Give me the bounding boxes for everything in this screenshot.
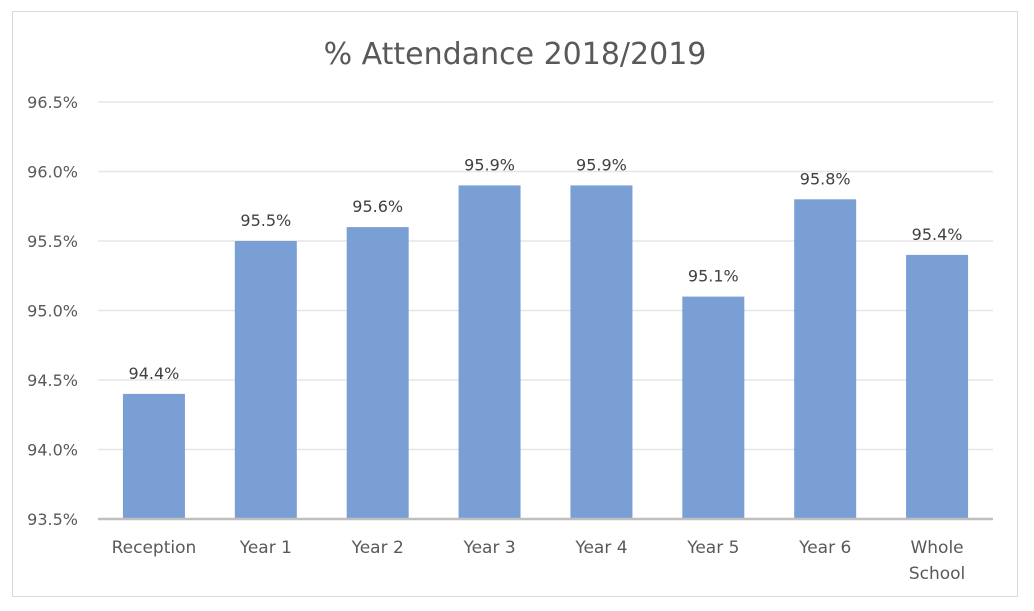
y-tick-label: 94.5% <box>27 371 78 390</box>
y-tick-label: 95.5% <box>27 232 78 251</box>
data-label: 95.6% <box>352 197 403 216</box>
y-tick-label: 96.5% <box>27 93 78 112</box>
x-axis-categories: Reception Year 1 Year 2 Year 3 Year 4 Year 5 Y… <box>112 538 966 584</box>
x-tick-label: Year 3 <box>462 538 515 558</box>
x-tick-label: Whole School <box>909 538 965 584</box>
bar <box>122 393 185 519</box>
bar <box>458 185 521 519</box>
bar <box>234 241 297 519</box>
bar <box>906 254 969 519</box>
x-tick-label: Year 1 <box>239 538 292 558</box>
data-label: 95.8% <box>800 169 851 188</box>
data-label: 95.5% <box>240 211 291 230</box>
gridlines <box>98 101 993 451</box>
y-tick-label: 93.5% <box>27 510 78 529</box>
chart-title: % Attendance 2018/2019 <box>324 37 707 72</box>
x-tick-label: Reception <box>112 538 197 558</box>
bars <box>122 185 969 520</box>
bar <box>682 296 745 519</box>
data-label: 95.4% <box>912 225 963 244</box>
y-tick-label: 94.0% <box>27 441 78 460</box>
data-label: 94.4% <box>129 364 180 383</box>
bar <box>346 227 409 519</box>
bar <box>570 185 633 519</box>
data-label: 95.9% <box>576 155 627 174</box>
bar <box>794 199 857 520</box>
data-labels: 94.4% 95.5% 95.6% 95.9% 95.9% 95.1% 95.8% 95.4% <box>129 155 963 383</box>
y-axis-ticks: 93.5% 94.0% 94.5% 95.0% 95.5% 96.0% 96.5% <box>27 93 78 529</box>
y-tick-label: 95.0% <box>27 302 78 321</box>
x-tick-label: Year 5 <box>686 538 739 558</box>
x-tick-label: Year 4 <box>574 538 627 558</box>
x-tick-label: Year 2 <box>351 538 404 558</box>
x-tick-label: Year 6 <box>798 538 851 558</box>
y-tick-label: 96.0% <box>27 163 78 182</box>
data-label: 95.1% <box>688 267 739 286</box>
data-label: 95.9% <box>464 155 515 174</box>
